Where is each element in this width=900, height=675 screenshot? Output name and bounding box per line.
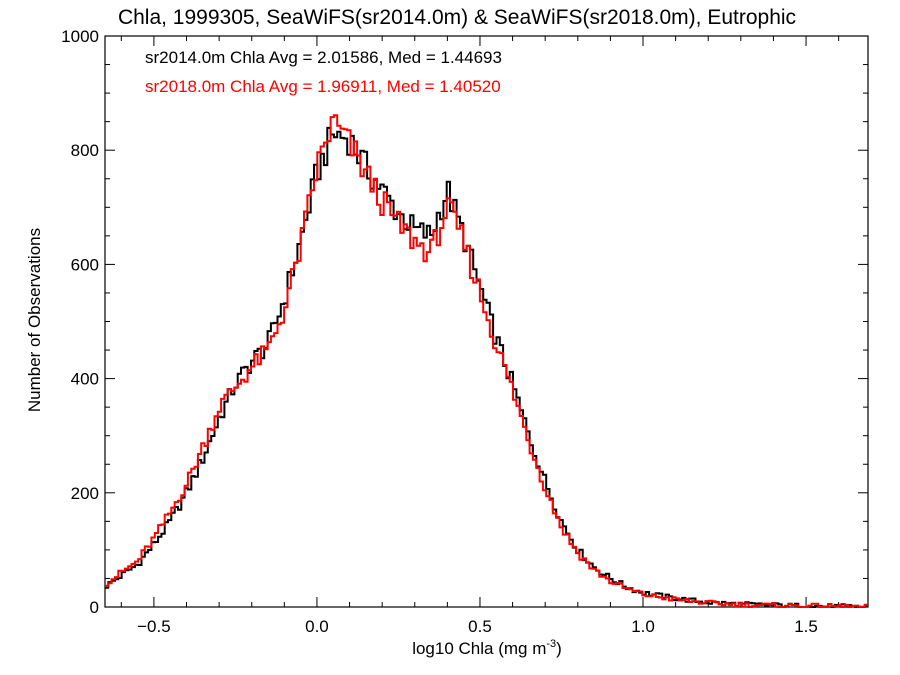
- x-axis-label: log10 Chla (mg m-3): [412, 638, 562, 658]
- x-tick-label: 0.5: [468, 617, 492, 636]
- annotation-red: sr2018.0m Chla Avg = 1.96911, Med = 1.40…: [145, 77, 501, 96]
- x-tick-label: 0.0: [305, 617, 329, 636]
- x-axis-label-close: ): [556, 639, 562, 658]
- x-tick-label: −0.5: [137, 617, 171, 636]
- plot-frame: [104, 35, 869, 608]
- y-tick-label: 0: [90, 598, 99, 617]
- y-tick-label: 800: [71, 141, 99, 160]
- y-tick-label: 600: [71, 255, 99, 274]
- x-tick-label: 1.5: [794, 617, 818, 636]
- y-tick-label: 1000: [61, 27, 99, 46]
- plot-area: −0.5 0.0 0.5 1.0 1.5 0 200 400 600 800 1000: [61, 27, 869, 636]
- y-tick-label: 400: [71, 370, 99, 389]
- annotation-black: sr2014.0m Chla Avg = 2.01586, Med = 1.44…: [145, 48, 502, 67]
- y-axis-label: Number of Observations: [25, 228, 44, 412]
- y-tick-label: 200: [71, 484, 99, 503]
- x-axis-label-sup: -3: [546, 638, 556, 650]
- histogram-series-2: [105, 114, 868, 608]
- x-axis-label-main: log10 Chla (mg m: [412, 639, 546, 658]
- x-tick-label: 1.0: [631, 617, 655, 636]
- histogram-series-1: [105, 126, 868, 608]
- chart-title: Chla, 1999305, SeaWiFS(sr2014.0m) & SeaW…: [118, 6, 796, 29]
